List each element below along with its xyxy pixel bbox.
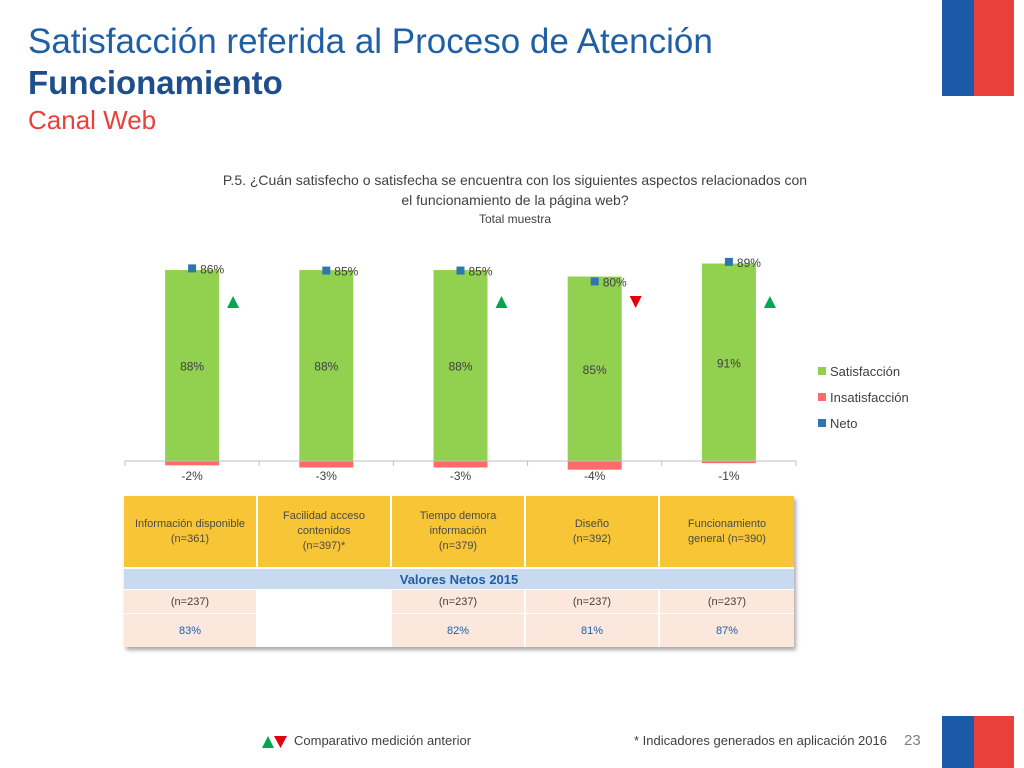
dissatisfaction-bar [299, 461, 354, 468]
header-line: Funcionamiento [687, 517, 767, 530]
satisfaction-data-label: 91% [717, 356, 741, 370]
chart-question: P.5. ¿Cuán satisfecho o satisfecha se en… [150, 170, 880, 210]
table-cell: 82% [392, 613, 526, 647]
brand-flag-top [942, 0, 1014, 96]
brand-flag-bottom [942, 716, 1014, 768]
header-line: Tiempo demora [419, 510, 497, 522]
header-line: contenidos [297, 525, 351, 537]
header-line: (n=361) [170, 532, 210, 545]
table-cell: 87% [660, 613, 794, 647]
header-line: Información disponible [134, 517, 246, 530]
dissatisfaction-data-label: -3% [450, 469, 472, 483]
dissatisfaction-data-label: -3% [316, 469, 338, 483]
net-values-table: Información disponible (n=361) Facilidad … [124, 496, 794, 647]
header-line: (n=379) [438, 540, 478, 552]
table-row-n: (n=237) (n=237) (n=237) (n=237) [124, 589, 794, 613]
table-cell-empty [258, 613, 392, 647]
net-data-label: 86% [200, 262, 224, 276]
satisfaction-bar [165, 270, 220, 461]
table-cell: (n=237) [392, 589, 526, 613]
down-arrow-icon [629, 296, 642, 308]
header-line: general (n=390) [688, 532, 766, 545]
table-cell: (n=237) [124, 589, 258, 613]
table-header-cell: Tiempo demora información (n=379) [392, 496, 526, 567]
page-title: Satisfacción referida al Proceso de Aten… [28, 22, 713, 61]
down-arrow-icon [274, 736, 287, 748]
up-arrow-icon [262, 736, 274, 748]
table-header-cell: Funcionamiento general (n=390) [660, 496, 794, 567]
satisfaction-data-label: 88% [180, 360, 204, 374]
comparison-arrows-icon [262, 736, 287, 748]
dissatisfaction-bar [165, 461, 220, 466]
net-data-label: 80% [603, 275, 627, 289]
up-arrow-icon [495, 296, 508, 308]
satisfaction-data-label: 88% [314, 360, 338, 374]
up-arrow-icon [227, 296, 240, 308]
page-subtitle: Funcionamiento [28, 64, 283, 101]
legend-item-satisfaccion: Satisfacción [818, 358, 909, 384]
legend-item-neto: Neto [818, 410, 909, 436]
net-marker [456, 266, 465, 275]
chart-sample-label: Total muestra [478, 212, 552, 226]
header-line: información [429, 525, 487, 537]
net-marker [724, 257, 733, 266]
satisfaction-data-label: 88% [448, 360, 472, 374]
table-cell: (n=237) [660, 589, 794, 613]
legend-item-insatisfaccion: Insatisfacción [818, 384, 909, 410]
legend-swatch-insatisfaccion [818, 393, 826, 401]
dissatisfaction-data-label: -1% [718, 469, 740, 483]
table-band-title: Valores Netos 2015 [124, 567, 794, 589]
header-line: Diseño [574, 517, 610, 530]
legend-label-insatisfaccion: Insatisfacción [830, 389, 909, 405]
table-header-cell: Facilidad acceso contenidos (n=397)* [258, 496, 392, 567]
net-data-label: 89% [737, 256, 761, 270]
net-marker [322, 266, 331, 275]
dissatisfaction-bar [701, 461, 756, 464]
indicator-note: * Indicadores generados en aplicación 20… [634, 733, 887, 748]
legend-swatch-satisfaccion [818, 367, 826, 375]
satisfaction-bar [433, 270, 488, 461]
net-data-label: 85% [334, 265, 358, 279]
net-marker [188, 264, 197, 273]
chart-question-line-1: P.5. ¿Cuán satisfecho o satisfecha se en… [222, 172, 808, 188]
legend-label-satisfaccion: Satisfacción [830, 363, 901, 379]
table-cell: 83% [124, 613, 258, 647]
legend-label-neto: Neto [830, 415, 858, 431]
chart-question-line-2: el funcionamiento de la página web? [401, 192, 629, 208]
net-data-label: 85% [469, 265, 493, 279]
header-line: Facilidad acceso [283, 510, 365, 522]
table-row-pct: 83% 82% 81% 87% [124, 613, 794, 647]
satisfaction-bar [299, 270, 354, 461]
table-header-cell: Diseño (n=392) [526, 496, 660, 567]
table-header-row: Información disponible (n=361) Facilidad … [124, 496, 794, 567]
chart-legend: Satisfacción Insatisfacción Neto [818, 358, 909, 436]
channel-label: Canal Web [28, 105, 157, 135]
dissatisfaction-data-label: -2% [181, 469, 203, 483]
table-cell-empty [258, 589, 392, 613]
header-line: (n=397)* [302, 540, 346, 552]
dissatisfaction-bar [567, 461, 622, 470]
flag-red-stripe [974, 0, 1014, 96]
page-number: 23 [904, 732, 921, 749]
net-marker [590, 277, 599, 286]
satisfaction-bar [701, 263, 756, 461]
legend-swatch-neto [818, 419, 826, 427]
table-cell: 81% [526, 613, 660, 647]
dissatisfaction-bar [433, 461, 488, 468]
satisfaction-bar [567, 276, 622, 461]
flag-red-stripe [974, 716, 1014, 768]
dissatisfaction-data-label: -4% [584, 469, 606, 483]
up-arrow-icon [763, 296, 776, 308]
table-header-cell: Información disponible (n=361) [124, 496, 258, 567]
flag-blue-stripe [942, 716, 974, 768]
comparison-note: Comparativo medición anterior [294, 733, 472, 748]
satisfaction-data-label: 85% [583, 363, 607, 377]
flag-blue-stripe [942, 0, 974, 96]
table-cell: (n=237) [526, 589, 660, 613]
header-line: (n=392) [572, 532, 612, 545]
